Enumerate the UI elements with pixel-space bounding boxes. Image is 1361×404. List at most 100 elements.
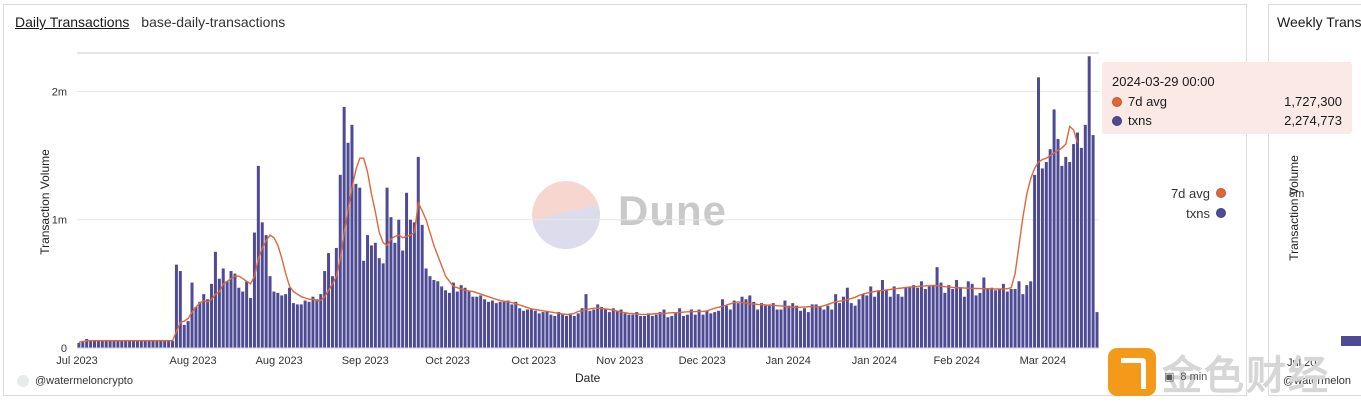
txns-bar [124,340,128,348]
txns-bar [1068,162,1072,348]
txns-bar [631,314,635,348]
x-tick-label: Mar 2024 [1020,355,1066,367]
txns-bar [841,296,845,348]
panel-footer-author[interactable]: @watermeloncrypto [17,375,133,387]
txns-bar [260,222,264,348]
txns-bar [108,340,112,348]
tooltip-date: 2024-03-29 00:00 [1112,73,1215,89]
tooltip-value-7d-avg: 1,727,300 [1284,94,1342,109]
txns-bar [643,315,647,348]
tooltip-row-7d-avg: 7d avg 1,727,300 [1112,92,1342,111]
txns-bar [221,268,225,348]
y-tick-label: 2m [52,86,67,98]
y-tick-label: 1m [52,215,67,227]
txns-bar [951,289,955,348]
txns-bar [974,295,978,348]
txns-bar [955,280,959,348]
txns-bar [182,324,186,348]
txns-bar [252,232,256,348]
txns-bar [994,290,998,348]
txns-bar [299,304,303,348]
txns-bar [1044,162,1048,348]
txns-bar [822,309,826,348]
txns-bar [159,340,163,348]
daily-transactions-chart[interactable]: 0 1m 2m Jul 2023 Aug 2023 Aug 2023 Sep 2023 Oct… [4,5,1248,397]
txns-bar [908,286,912,348]
legend-item-txns[interactable]: txns [1171,203,1226,223]
txns-bar [284,294,288,348]
txns-bar [592,309,596,348]
txns-bar [483,299,487,348]
txns-bar [1087,56,1091,349]
weekly-panel-title[interactable]: Weekly Trans [1277,14,1361,30]
txns-bar [1025,285,1029,348]
legend-label-7d-avg: 7d avg [1170,185,1210,201]
txns-bar [128,340,132,348]
x-tick-label: Feb 2024 [934,355,980,367]
txns-bar [861,294,865,348]
txns-bar [116,340,120,348]
txns-bar [373,242,377,348]
txns-bar [401,250,405,348]
txns-bar [615,310,619,348]
seven-day-avg-line [78,125,1079,343]
txns-bar [190,282,194,348]
txns-bar [697,309,701,348]
panel-title-link[interactable]: Daily Transactions [15,14,130,30]
txns-bar [674,313,678,348]
panel-footer-refresh[interactable]: ▣ 8 min [1164,370,1207,384]
tooltip-label-7d-avg: 7d avg [1128,94,1168,109]
txns-bar [658,312,662,348]
txns-bar [307,301,311,348]
txns-bar [319,294,323,348]
txns-bar [912,285,916,348]
txns-bar [927,286,931,348]
txns-bar [1017,281,1021,348]
weekly-x-tick-label: Jul 20 [1287,357,1317,369]
txns-bar [405,192,409,348]
txns-bar [1075,132,1079,348]
x-tick-label: Oct 2023 [425,355,470,367]
txns-bar [210,283,214,348]
txns-bar [178,271,182,348]
txns-bar [1056,138,1060,348]
txns-bar [670,315,674,348]
txns-bar [916,287,920,348]
txns-bar [525,309,529,348]
chart-legend: 7d avg txns [1171,183,1226,223]
txns-bar [756,309,760,348]
txns-bar [748,295,752,348]
txns-bar [194,306,198,348]
txns-bar [385,187,389,348]
x-tick-label: Jan 2024 [852,355,897,367]
txns-bar [814,304,818,348]
camera-icon[interactable]: ▣ [1164,371,1175,383]
legend-item-7d-avg[interactable]: 7d avg [1171,183,1226,203]
txns-bar [510,304,514,348]
txns-bar [787,305,791,348]
txns-bar [518,308,522,348]
txns-bar [650,315,654,348]
txns-bar [978,292,982,348]
txns-bar [646,313,650,348]
txns-bar [522,310,526,348]
txns-bar [826,305,830,348]
x-tick-label: Aug 2023 [169,355,216,367]
txns-bar [1005,291,1009,348]
txns-bar [93,340,97,348]
txns-bar [120,340,124,348]
txns-bar [931,285,935,348]
txns-bar [962,296,966,348]
txns-bar [459,285,463,348]
x-tick-label: Dec 2023 [679,355,726,367]
txns-bar [705,310,709,348]
txns-bar [225,281,229,348]
author-avatar-icon [17,375,29,387]
txns-bar [139,340,143,348]
txns-bar [330,276,334,348]
txns-bar [596,304,600,348]
txns-bar [779,309,783,348]
txns-bar [693,314,697,348]
jinse-brand-watermark: 金色财经 [1108,343,1330,401]
txns-bar [760,303,764,348]
